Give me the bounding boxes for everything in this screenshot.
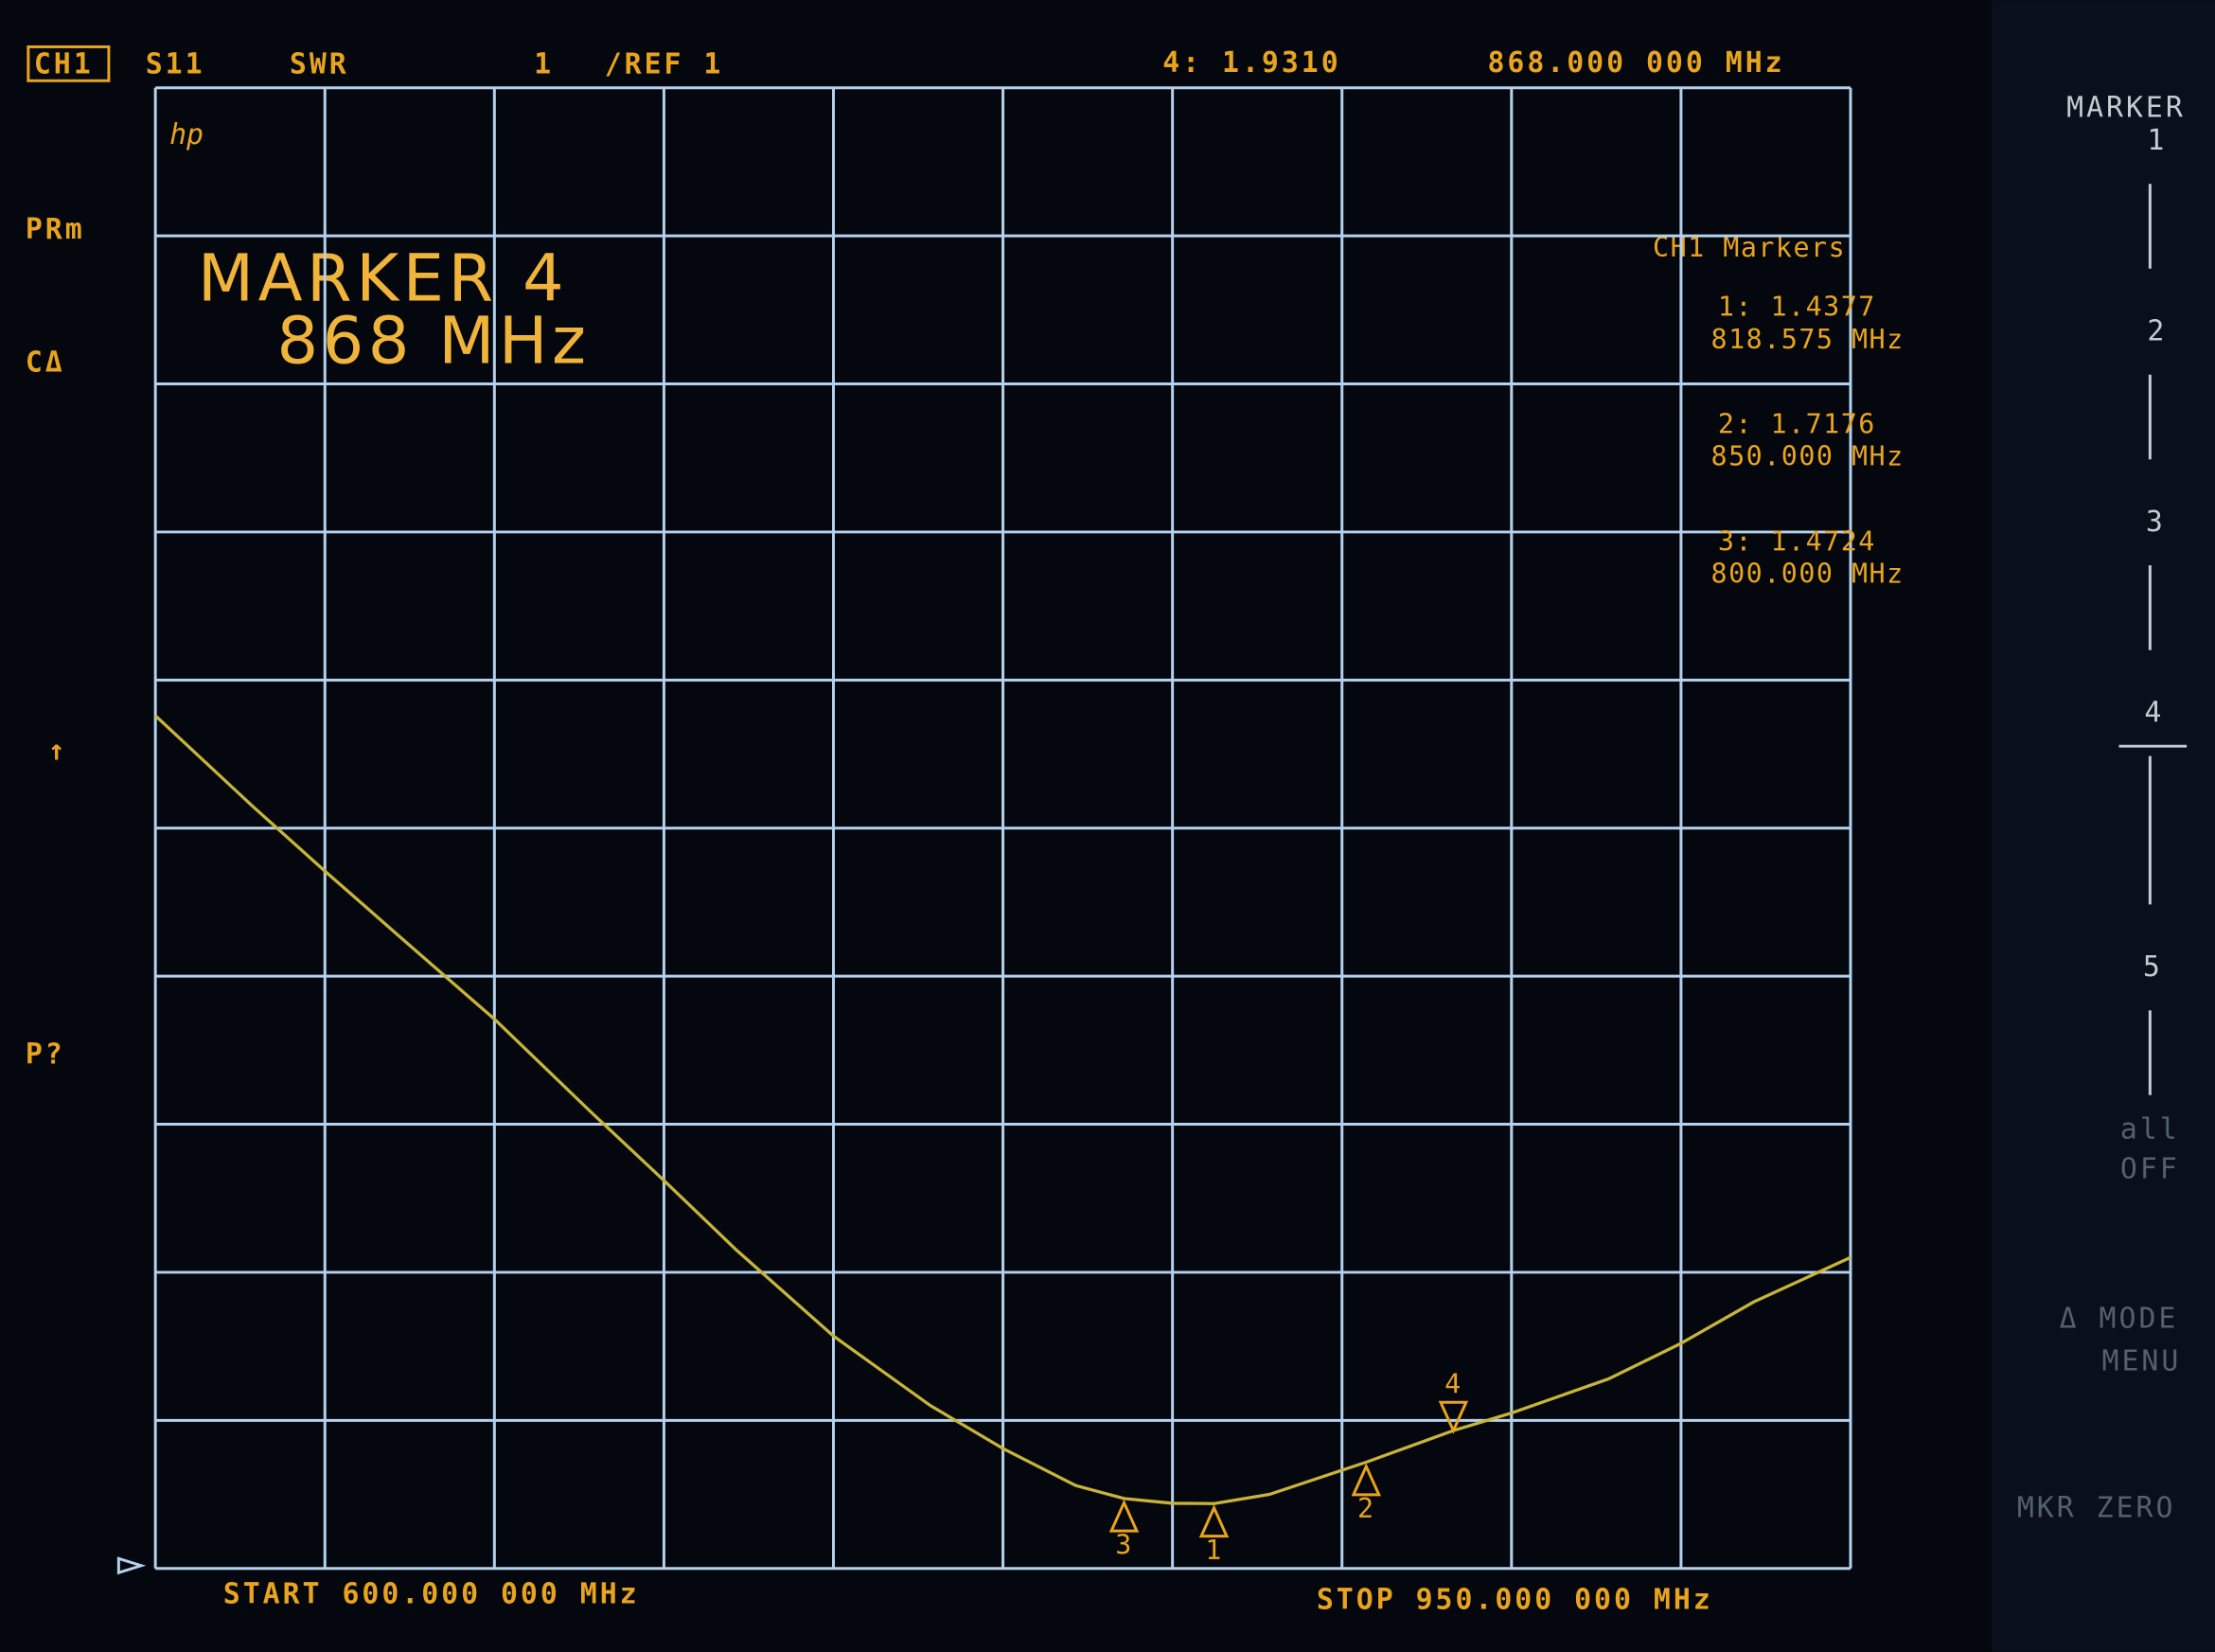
softkey-label: 1 <box>2147 124 2167 157</box>
logo: hp <box>169 118 204 151</box>
marker-triangle <box>1108 1499 1140 1533</box>
marker-triangle <box>1438 1400 1469 1434</box>
status-annotation: PRm <box>26 213 85 246</box>
status-annotation: P? <box>26 1039 65 1072</box>
softkey-label: MARKER <box>2066 92 2186 125</box>
marker-readout: 3: 1.4724 <box>1718 525 1876 557</box>
softkey-label: MKR ZERO <box>2017 1492 2176 1525</box>
trace <box>154 714 1852 1505</box>
format: SWR <box>290 47 349 80</box>
marker-readout: 1: 1.4377 <box>1718 292 1876 323</box>
marker-number: 2 <box>1357 1493 1375 1524</box>
softkey-label: 4 <box>2144 696 2164 729</box>
marker-triangle <box>1351 1463 1382 1497</box>
softkey-panel <box>1992 0 2215 1652</box>
stop-label: STOP 950.000 000 MHz <box>1317 1584 1713 1617</box>
marker-readout: 2: 1.7176 <box>1718 408 1876 439</box>
marker-number: 4 <box>1444 1368 1462 1399</box>
channel: CH1 <box>34 47 94 80</box>
marker-frequency: 850.000 MHz <box>1711 441 1905 472</box>
softkey-label: Δ MODE <box>2060 1303 2179 1336</box>
channel-box <box>27 44 111 82</box>
scale: 1 <box>534 47 554 80</box>
softkey-label: 5 <box>2143 950 2163 984</box>
softkey-label: 3 <box>2146 506 2166 539</box>
softkey-label: OFF <box>2120 1152 2180 1185</box>
parameter: S11 <box>146 47 205 80</box>
marker-number: 1 <box>1205 1535 1223 1566</box>
reference: /REF 1 <box>605 47 724 80</box>
marker-frequency: 800.000 MHz <box>1711 559 1905 590</box>
active-marker-title: MARKER 4 <box>198 241 568 317</box>
active-marker-readout: 4: 1.9310 <box>1162 46 1341 80</box>
status-annotation: CΔ <box>26 346 65 379</box>
active-marker-mhz: 868 MHz <box>277 303 591 379</box>
reference-arrow <box>116 1556 147 1575</box>
marker-triangle <box>1198 1504 1230 1538</box>
softkey-label: all <box>2120 1113 2180 1146</box>
marker-number: 3 <box>1115 1530 1133 1561</box>
start-label: START 600.000 000 MHz <box>223 1578 640 1611</box>
softkey-label: 2 <box>2147 314 2167 347</box>
active-marker-frequency: 868.000 000 MHz <box>1487 46 1784 80</box>
marker-frequency: 818.575 MHz <box>1711 324 1905 355</box>
status-annotation: ↑ <box>48 735 68 768</box>
softkey-label: MENU <box>2102 1344 2182 1377</box>
